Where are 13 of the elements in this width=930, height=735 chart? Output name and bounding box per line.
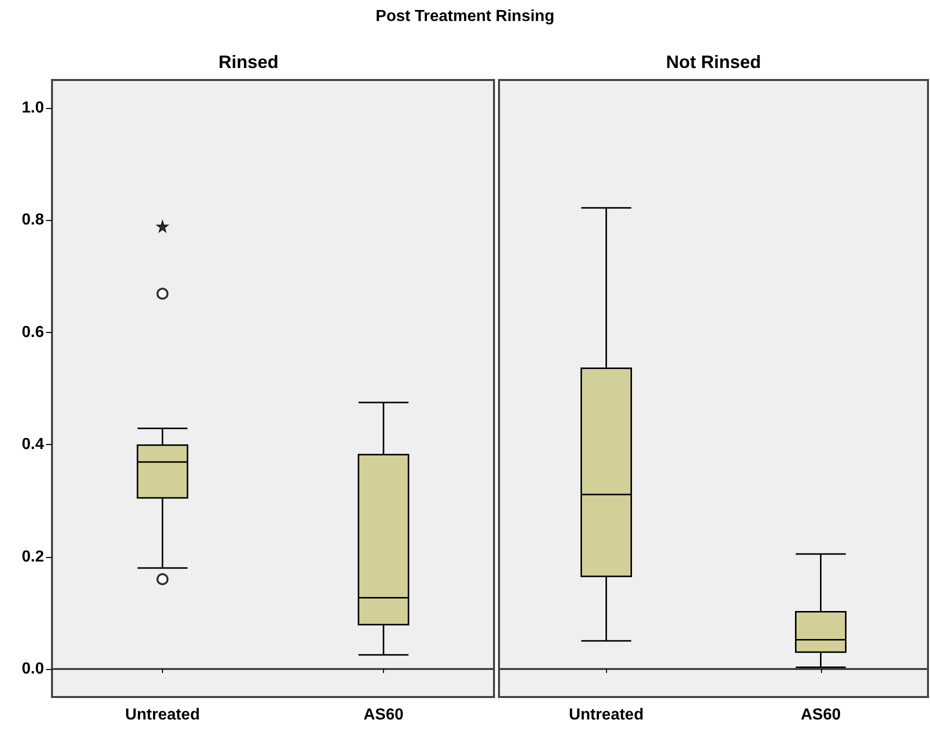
y-tick-label: 1.0 bbox=[22, 100, 44, 117]
x-tick-label: AS60 bbox=[363, 706, 404, 724]
y-tick-label: 0.8 bbox=[22, 212, 44, 229]
y-tick-label: 0.6 bbox=[22, 324, 44, 341]
y-tick-label: 0.4 bbox=[22, 436, 44, 454]
y-tick-label: 0.0 bbox=[22, 660, 44, 678]
x-tick-label: Untreated bbox=[568, 706, 644, 724]
chart-subtitle: Rinsed bbox=[218, 52, 279, 72]
chart-title: Post Treatment Rinsing bbox=[374, 8, 556, 26]
x-tick-label: AS60 bbox=[800, 706, 841, 724]
x-tick-label: Untreated bbox=[125, 706, 200, 724]
chart-subtitle: Not Rinsed bbox=[666, 52, 762, 72]
y-tick-label: 0.2 bbox=[22, 548, 44, 566]
